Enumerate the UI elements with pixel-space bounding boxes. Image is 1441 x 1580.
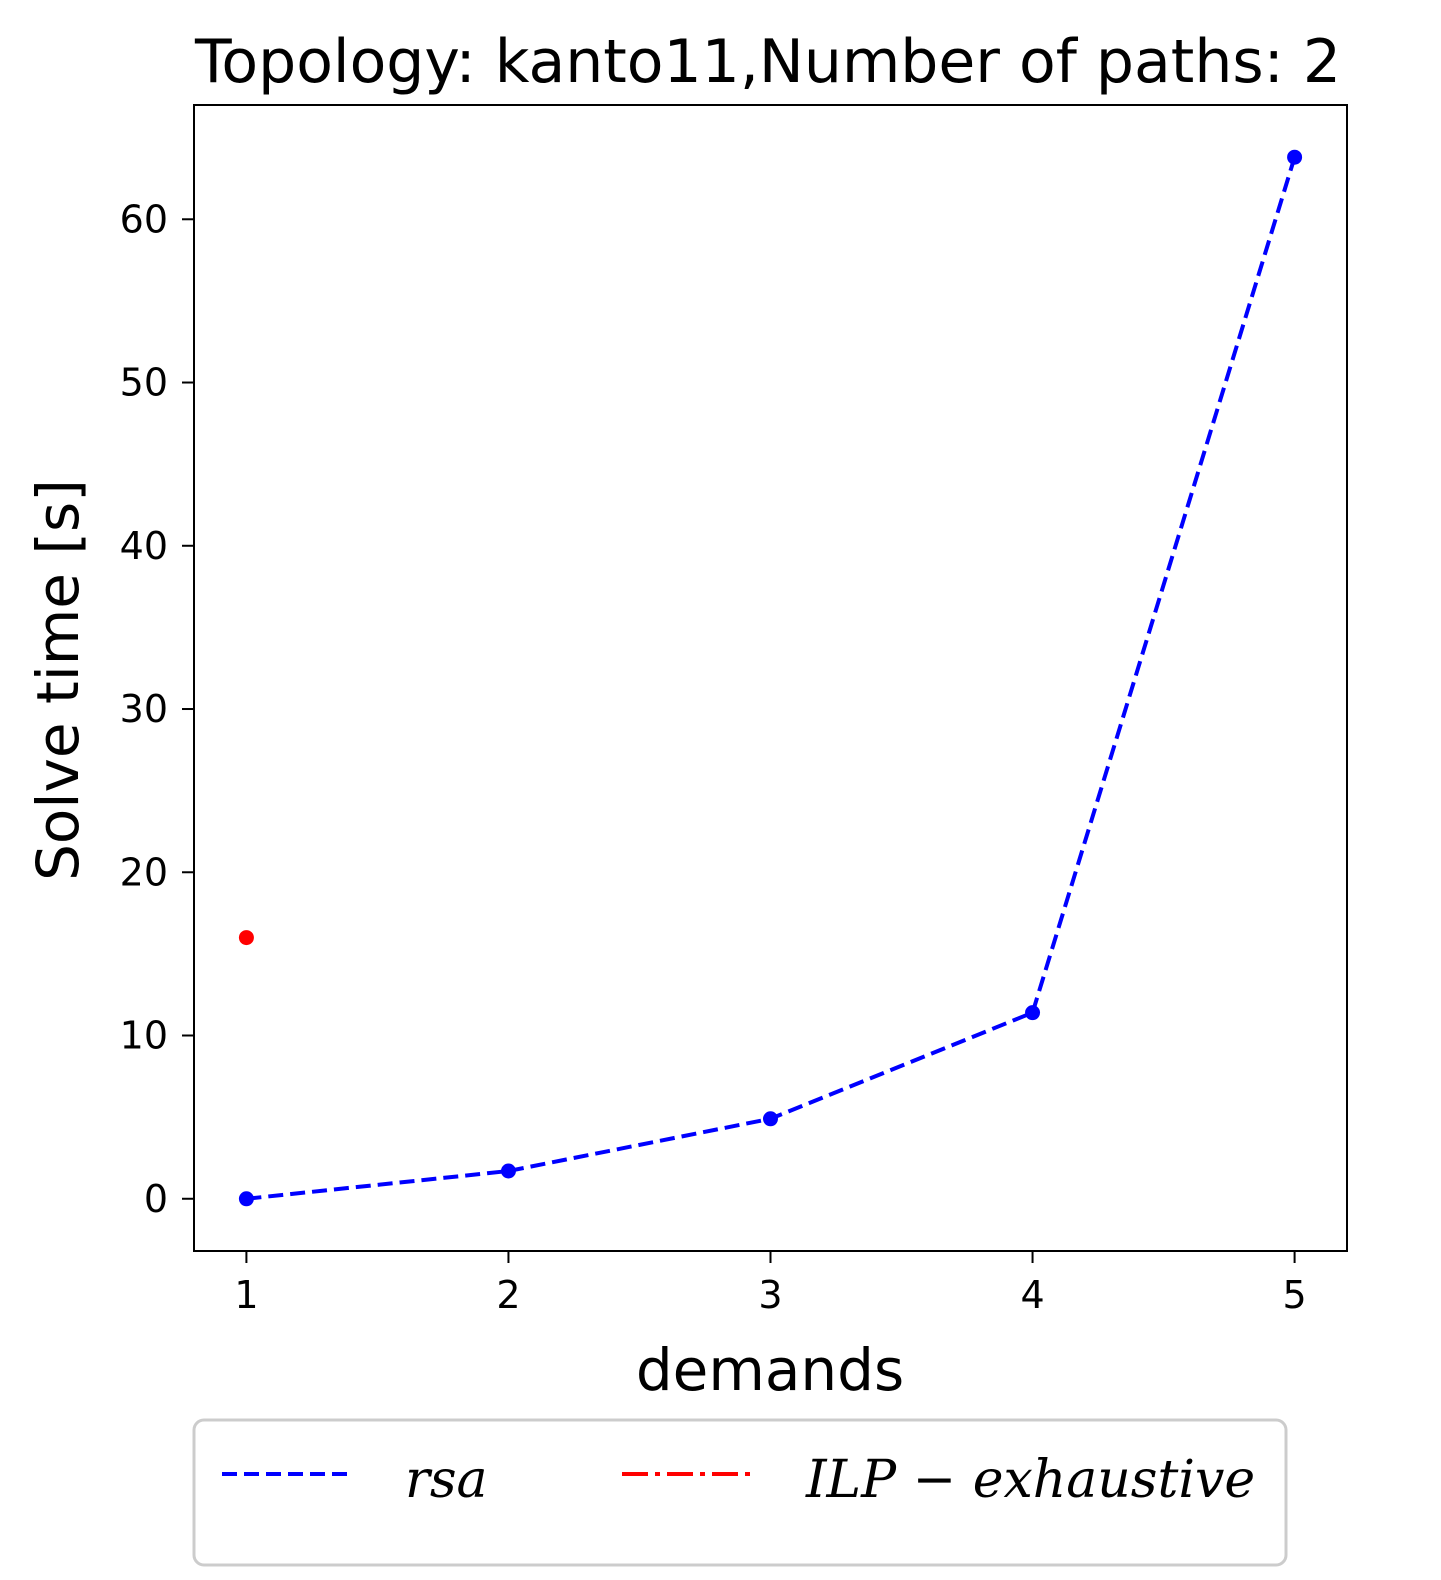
x-tick-label: 1 bbox=[234, 1273, 258, 1317]
y-tick-label: 60 bbox=[120, 197, 168, 241]
data-point-rsa bbox=[238, 1191, 254, 1207]
series-layer bbox=[238, 149, 1303, 1207]
legend-label-rsa: rsa bbox=[405, 1450, 488, 1510]
x-tick-label: 2 bbox=[496, 1273, 520, 1317]
legend-frame bbox=[192, 1418, 1288, 1567]
y-tick-label: 20 bbox=[120, 850, 168, 894]
data-point-rsa bbox=[500, 1163, 516, 1179]
y-tick-label: 40 bbox=[120, 524, 168, 568]
legend-label-ilp-exhaustive: ILP − exhaustive bbox=[805, 1450, 1255, 1510]
y-tick-label: 10 bbox=[120, 1014, 168, 1058]
y-tick-label: 50 bbox=[120, 361, 168, 405]
x-tick-label: 4 bbox=[1020, 1273, 1044, 1317]
chart-title: Topology: kanto11,Number of paths: 2 bbox=[194, 27, 1341, 97]
series-line-rsa bbox=[246, 156, 1297, 1201]
y-tick-label: 0 bbox=[144, 1177, 168, 1221]
y-axis-ticks: 0 10 20 30 40 50 60 bbox=[120, 197, 194, 1221]
data-point-rsa bbox=[1287, 149, 1303, 165]
data-point-ilp-exhaustive bbox=[238, 930, 254, 946]
data-point-rsa bbox=[763, 1111, 778, 1127]
x-tick-label: 3 bbox=[758, 1273, 782, 1317]
y-axis-label: Solve time [s] bbox=[24, 479, 92, 881]
plot-area-frame bbox=[193, 104, 1348, 1252]
y-tick-label: 30 bbox=[120, 687, 168, 731]
x-tick-label: 5 bbox=[1282, 1273, 1306, 1317]
legend: rsa ILP − exhaustive bbox=[192, 1418, 1288, 1567]
x-axis-label: demands bbox=[636, 1336, 904, 1404]
x-axis-ticks: 1 2 3 4 5 bbox=[234, 1251, 1307, 1317]
data-point-rsa bbox=[1025, 1005, 1041, 1021]
